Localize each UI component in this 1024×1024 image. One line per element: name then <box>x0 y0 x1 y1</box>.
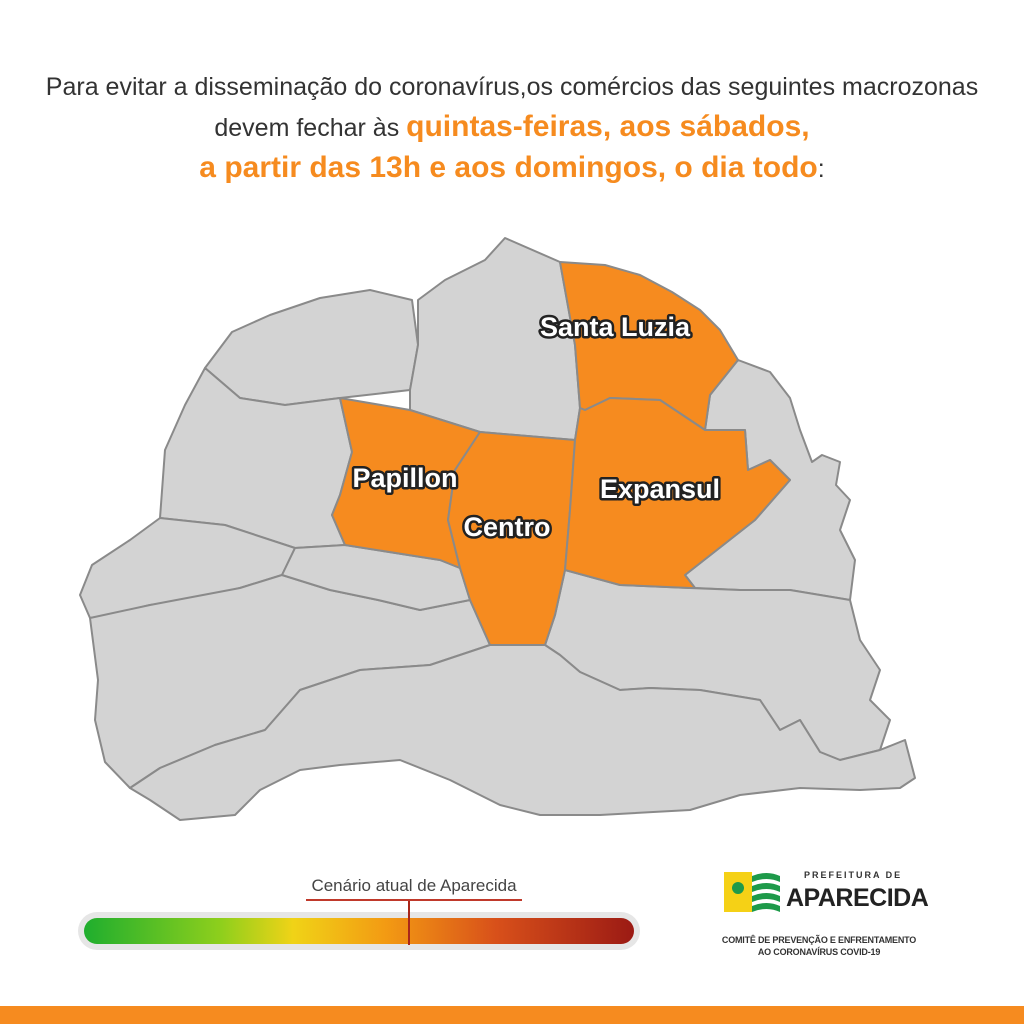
region-label-santa-luzia: Santa Luzia <box>540 312 691 342</box>
risk-scale-gradient <box>84 918 634 944</box>
logo-top-text: PREFEITURA DE <box>804 870 903 880</box>
committee-line-2: AO CORONAVÍRUS COVID-19 <box>757 947 881 957</box>
region-label-expansul: Expansul <box>600 474 720 504</box>
flag-icon <box>724 872 780 912</box>
region-label-papillon: Papillon <box>352 463 457 493</box>
macrozone-map: Santa Luzia Papillon Centro Expansul <box>79 237 916 821</box>
bottom-accent-strip <box>0 1006 1024 1024</box>
headline-highlight-times: a partir das 13h e aos domingos, o dia t… <box>199 151 818 184</box>
headline: Para evitar a disseminação do coronavíru… <box>40 68 984 189</box>
headline-intro: Para evitar a disseminação do coronavíru… <box>45 73 979 142</box>
committee-line-1: COMITÊ DE PREVENÇÃO E ENFRENTAMENTO <box>721 935 917 945</box>
map-region-north-west <box>204 289 419 406</box>
scenario-label-underline <box>306 899 522 901</box>
map-region-expansul <box>564 397 791 589</box>
aparecida-logo <box>724 872 780 912</box>
map-region-papillon <box>331 397 481 569</box>
committee-text: COMITÊ DE PREVENÇÃO E ENFRENTAMENTO AO C… <box>712 934 926 958</box>
map-region-south <box>129 644 916 821</box>
scenario-label: Cenário atual de Aparecida <box>311 876 517 895</box>
scenario-level-marker <box>407 901 410 945</box>
headline-colon: : <box>817 155 825 183</box>
region-label-centro: Centro <box>464 512 551 542</box>
headline-highlight-days: quintas-feiras, aos sábados, <box>406 110 810 143</box>
logo-main-text: APARECIDA <box>786 884 929 912</box>
